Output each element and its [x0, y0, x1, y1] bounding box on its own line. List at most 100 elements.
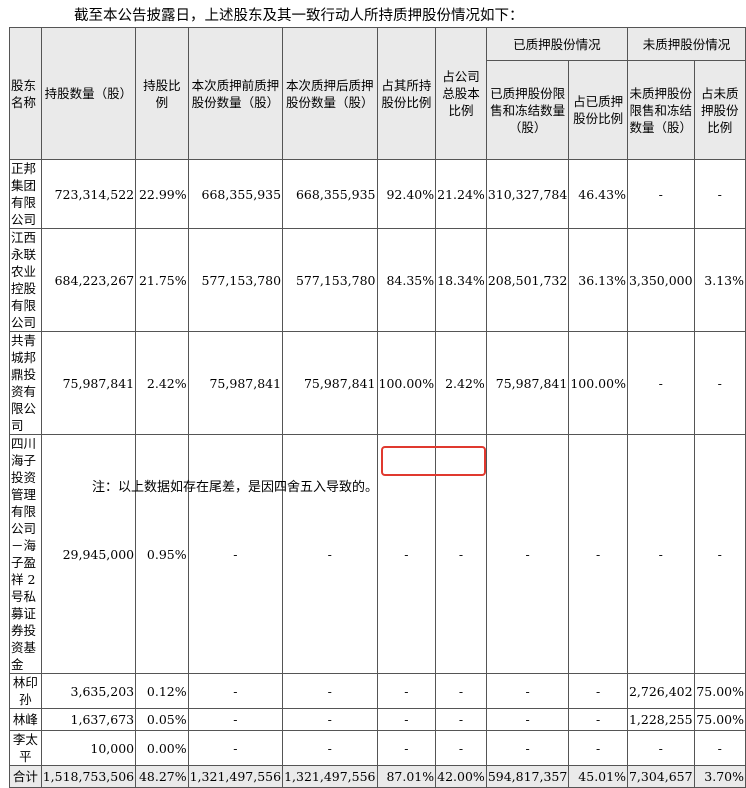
row-ratio: 2.42%	[135, 331, 189, 435]
row-u-ratio: -	[693, 730, 746, 766]
row-u-restricted: -	[626, 730, 695, 766]
row-u-restricted: -	[626, 159, 695, 229]
row-pct-total: -	[435, 708, 487, 731]
total-after: 1,321,497,556	[282, 765, 378, 788]
row-shares: 10,000	[40, 730, 137, 766]
row-name: 林印孙	[9, 673, 42, 709]
row-before: -	[187, 434, 284, 674]
row-u-ratio: 3.13%	[693, 228, 746, 332]
table-row: 林峰 1,637,673 0.05% - - - - - - 1,228,255…	[9, 708, 746, 731]
row-p-ratio: 46.43%	[568, 159, 628, 229]
row-after: 75,987,841	[282, 331, 378, 435]
row-pct-hold: -	[376, 730, 437, 766]
header-pledged-ratio: 占已质押股份比例	[568, 60, 628, 160]
row-shares: 1,637,673	[40, 708, 137, 731]
row-name: 共青城邦鼎投资有限公司	[9, 331, 42, 435]
row-pct-hold: 84.35%	[376, 228, 437, 332]
row-name: 林峰	[9, 708, 42, 731]
total-name: 合计	[9, 765, 42, 788]
row-shares: 684,223,267	[40, 228, 137, 332]
total-before: 1,321,497,556	[187, 765, 284, 788]
row-p-restricted: -	[485, 673, 570, 709]
total-p-ratio: 45.01%	[568, 765, 628, 788]
row-pct-total: -	[435, 730, 487, 766]
row-p-ratio: -	[568, 708, 628, 731]
row-u-restricted: 1,228,255	[626, 708, 695, 731]
header-pledged-restricted: 已质押股份限售和冻结数量（股）	[485, 60, 570, 160]
row-u-ratio: -	[693, 331, 746, 435]
row-p-ratio: -	[568, 434, 628, 674]
row-before: -	[187, 730, 284, 766]
row-u-restricted: 3,350,000	[626, 228, 695, 332]
row-name: 四川海子投资管理有限公司－海子盈祥 2 号私募证券投资基金	[9, 434, 42, 674]
row-pct-hold: 92.40%	[376, 159, 437, 229]
table-row: 共青城邦鼎投资有限公司 75,987,841 2.42% 75,987,841 …	[9, 331, 746, 435]
row-pct-hold: -	[376, 708, 437, 731]
total-u-restricted: 7,304,657	[626, 765, 695, 788]
footnote: 注：以上数据如存在尾差，是因四舍五入导致的。	[92, 480, 379, 495]
total-row: 合计 1,518,753,506 48.27% 1,321,497,556 1,…	[9, 765, 746, 788]
row-p-restricted: -	[485, 708, 570, 731]
row-ratio: 0.00%	[135, 730, 189, 766]
row-ratio: 21.75%	[135, 228, 189, 332]
row-ratio: 0.12%	[135, 673, 189, 709]
row-before: -	[187, 673, 284, 709]
table-row: 四川海子投资管理有限公司－海子盈祥 2 号私募证券投资基金 29,945,000…	[9, 434, 746, 674]
row-pct-total: -	[435, 673, 487, 709]
row-p-restricted: 75,987,841	[485, 331, 570, 435]
row-name: 李太平	[9, 730, 42, 766]
header-unpledged-ratio: 占未质押股份比例	[693, 60, 746, 160]
row-after: 577,153,780	[282, 228, 378, 332]
row-u-ratio: -	[693, 434, 746, 674]
header-shares-held: 持股数量（股）	[40, 27, 137, 160]
table-row: 李太平 10,000 0.00% - - - - - - - -	[9, 730, 746, 766]
row-after: -	[282, 730, 378, 766]
row-p-ratio: 36.13%	[568, 228, 628, 332]
table-row: 林印孙 3,635,203 0.12% - - - - - - 2,726,40…	[9, 673, 746, 709]
intro-text: 截至本公告披露日，上述股东及其一致行动人所持质押股份情况如下：	[74, 8, 524, 24]
row-pct-total: 21.24%	[435, 159, 487, 229]
row-before: -	[187, 708, 284, 731]
row-u-ratio: -	[693, 159, 746, 229]
header-unpledged-group: 未质押股份情况	[626, 27, 746, 61]
header-pct-of-holdings: 占其所持股份比例	[376, 27, 437, 160]
row-p-restricted: -	[485, 434, 570, 674]
row-after: -	[282, 434, 378, 674]
row-p-restricted: 310,327,784	[485, 159, 570, 229]
total-p-restricted: 594,817,357	[485, 765, 570, 788]
row-pct-total: 2.42%	[435, 331, 487, 435]
header-pledged-before: 本次质押前质押股份数量（股）	[187, 27, 284, 160]
row-before: 75,987,841	[187, 331, 284, 435]
row-u-restricted: -	[626, 434, 695, 674]
row-shares: 29,945,000	[40, 434, 137, 674]
row-shares: 75,987,841	[40, 331, 137, 435]
header-pledged-after: 本次质押后质押股份数量（股）	[282, 27, 378, 160]
row-p-ratio: -	[568, 673, 628, 709]
row-pct-total: 18.34%	[435, 228, 487, 332]
row-ratio: 0.95%	[135, 434, 189, 674]
total-ratio: 48.27%	[135, 765, 189, 788]
row-shares: 723,314,522	[40, 159, 137, 229]
row-after: 668,355,935	[282, 159, 378, 229]
highlight-box	[381, 446, 486, 476]
row-before: 577,153,780	[187, 228, 284, 332]
table-row: 江西永联农业控股有限公司 684,223,267 21.75% 577,153,…	[9, 228, 746, 332]
row-p-ratio: 100.00%	[568, 331, 628, 435]
pledge-table: 股东名称 持股数量（股） 持股比例 本次质押前质押股份数量（股） 本次质押后质押…	[9, 27, 746, 788]
row-after: -	[282, 708, 378, 731]
row-p-ratio: -	[568, 730, 628, 766]
header-pledged-group: 已质押股份情况	[485, 27, 628, 61]
row-u-ratio: 75.00%	[693, 673, 746, 709]
header-name: 股东名称	[9, 27, 42, 160]
row-before: 668,355,935	[187, 159, 284, 229]
row-u-restricted: -	[626, 331, 695, 435]
total-u-ratio: 3.70%	[693, 765, 746, 788]
total-shares: 1,518,753,506	[40, 765, 137, 788]
row-pct-hold: 100.00%	[376, 331, 437, 435]
row-u-ratio: 75.00%	[693, 708, 746, 731]
header-holding-ratio: 持股比例	[135, 27, 189, 160]
row-after: -	[282, 673, 378, 709]
row-p-restricted: -	[485, 730, 570, 766]
total-pct-hold: 87.01%	[376, 765, 437, 788]
row-pct-hold: -	[376, 673, 437, 709]
